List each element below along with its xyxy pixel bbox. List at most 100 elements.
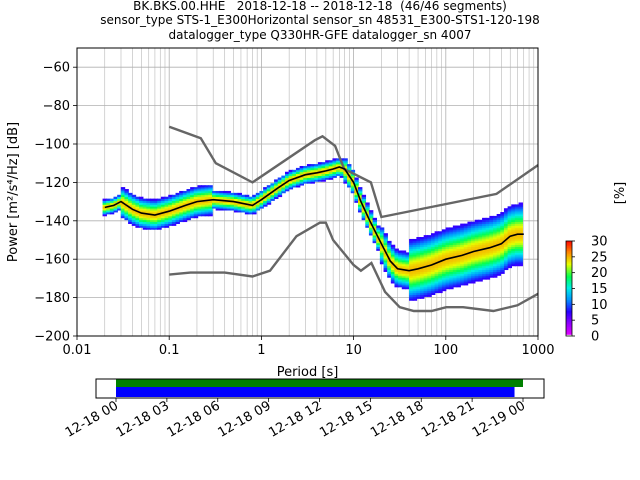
density-cell bbox=[193, 187, 199, 190]
density-cell bbox=[427, 252, 432, 255]
density-cell bbox=[514, 204, 520, 207]
density-cell bbox=[474, 238, 480, 242]
density-cell bbox=[379, 240, 385, 244]
density-cell bbox=[511, 215, 516, 219]
density-cell bbox=[131, 196, 137, 200]
density-cell bbox=[474, 246, 480, 249]
density-cell bbox=[401, 275, 407, 278]
density-cell bbox=[135, 202, 140, 205]
density-cell bbox=[215, 194, 221, 198]
timeline-bar-blue bbox=[116, 387, 515, 397]
density-cell bbox=[149, 212, 155, 215]
density-cell bbox=[434, 281, 440, 284]
density-cell bbox=[398, 258, 403, 261]
density-cell bbox=[518, 244, 523, 248]
y-axis-label: Power [m²/s⁴/Hz] [dB] bbox=[6, 122, 21, 262]
density-cell bbox=[175, 204, 180, 207]
density-cell bbox=[478, 238, 483, 242]
density-cell bbox=[171, 202, 177, 205]
density-cell bbox=[350, 173, 356, 176]
density-cell bbox=[405, 281, 410, 284]
density-cell bbox=[412, 271, 418, 274]
x-tick-label: 10 bbox=[345, 343, 362, 358]
colorbar-tick-label: 30 bbox=[591, 235, 608, 250]
density-cell bbox=[376, 227, 381, 230]
density-cell bbox=[153, 210, 159, 213]
colorbar-segment bbox=[566, 318, 572, 321]
density-cell bbox=[314, 169, 319, 173]
density-cell bbox=[463, 258, 469, 261]
density-cell bbox=[409, 271, 414, 274]
density-cell bbox=[507, 217, 513, 221]
density-cell bbox=[394, 252, 399, 255]
density-cell bbox=[233, 202, 239, 205]
density-cell bbox=[157, 202, 162, 205]
density-cell bbox=[160, 196, 166, 200]
density-cell bbox=[467, 267, 472, 271]
density-cell bbox=[430, 285, 436, 288]
density-cell bbox=[365, 208, 370, 211]
density-cell bbox=[383, 238, 388, 242]
density-cell bbox=[274, 185, 279, 188]
density-cell bbox=[226, 204, 232, 207]
density-cell bbox=[518, 242, 523, 246]
density-cell bbox=[354, 196, 359, 200]
density-cell bbox=[317, 162, 323, 165]
density-cell bbox=[255, 202, 261, 205]
density-cell bbox=[244, 206, 250, 209]
density-cell bbox=[201, 204, 206, 207]
colorbar-segment bbox=[566, 294, 572, 297]
density-cell bbox=[518, 210, 523, 213]
density-cell bbox=[496, 263, 502, 267]
density-cell bbox=[193, 198, 199, 201]
density-cell bbox=[445, 279, 450, 282]
density-cell bbox=[124, 208, 129, 211]
density-cell bbox=[314, 173, 319, 176]
density-cell bbox=[160, 221, 166, 224]
density-cell bbox=[365, 221, 370, 224]
density-cell bbox=[441, 254, 447, 257]
density-cell bbox=[474, 279, 480, 282]
density-cell bbox=[511, 240, 516, 244]
density-cell bbox=[449, 275, 454, 278]
y-tick-label: −80 bbox=[43, 99, 70, 114]
density-cell bbox=[212, 200, 217, 203]
density-cell bbox=[493, 254, 498, 257]
density-cell bbox=[321, 164, 326, 167]
density-cell bbox=[471, 260, 476, 263]
density-cell bbox=[387, 250, 392, 253]
density-cell bbox=[478, 273, 483, 276]
density-cell bbox=[142, 227, 148, 230]
density-cell bbox=[412, 285, 418, 288]
density-cell bbox=[474, 254, 480, 257]
density-cell bbox=[452, 242, 458, 246]
density-cell bbox=[149, 215, 155, 219]
density-cell bbox=[394, 254, 399, 257]
colorbar-segment bbox=[566, 253, 572, 256]
density-cell bbox=[379, 246, 385, 249]
colorbar-segment bbox=[566, 296, 572, 299]
density-cell bbox=[142, 198, 148, 201]
density-cell bbox=[157, 200, 162, 203]
density-cell bbox=[471, 244, 476, 248]
density-cell bbox=[478, 261, 483, 265]
density-cell bbox=[463, 227, 469, 230]
density-cell bbox=[204, 194, 210, 198]
density-cell bbox=[507, 237, 513, 240]
density-cell bbox=[106, 200, 111, 203]
density-cell bbox=[518, 258, 523, 261]
density-cell bbox=[328, 165, 334, 169]
density-cell bbox=[179, 204, 184, 207]
density-cell bbox=[208, 212, 213, 215]
density-cell bbox=[489, 231, 494, 234]
density-cell bbox=[493, 260, 498, 263]
density-cell bbox=[157, 223, 162, 226]
density-cell bbox=[193, 210, 199, 213]
density-cell bbox=[427, 281, 432, 284]
density-cell bbox=[456, 252, 461, 255]
density-cell bbox=[452, 275, 458, 278]
colorbar-segment bbox=[566, 286, 572, 289]
density-cell bbox=[500, 242, 505, 246]
density-cell bbox=[157, 227, 162, 230]
timeline-tick-label: 12-18 09 bbox=[216, 398, 274, 440]
